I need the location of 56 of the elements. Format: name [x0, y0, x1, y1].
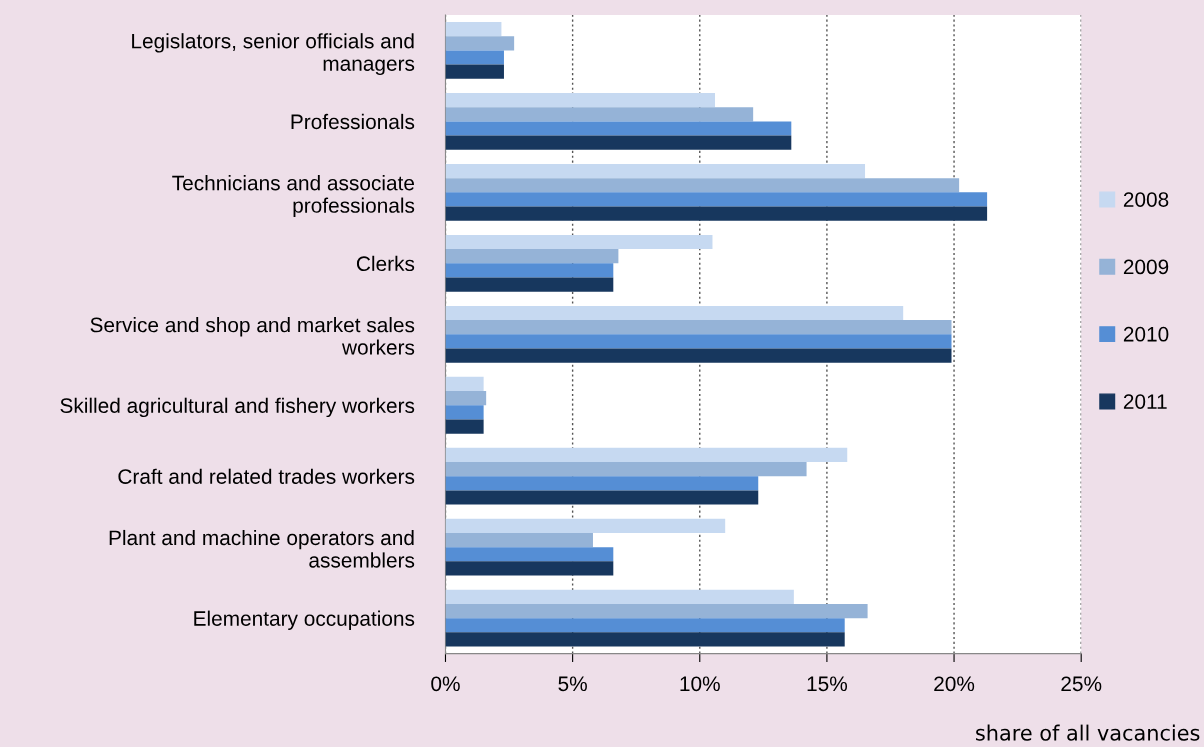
bar [445, 64, 504, 79]
bar [445, 22, 502, 37]
bar [445, 391, 487, 406]
bar [445, 561, 614, 576]
y-tick-label: Craft and related trades workers [118, 468, 415, 484]
bar [445, 135, 792, 150]
y-tick-label: Elementary occupations [194, 610, 415, 631]
bar [445, 107, 754, 122]
x-tick-label: 20% [934, 676, 975, 692]
bar [445, 603, 868, 619]
bar [445, 419, 484, 434]
y-tick-label: Service and shop and market sales workers [90, 317, 415, 355]
bar [445, 277, 614, 292]
bar [445, 462, 807, 477]
legend-label: 2011 [1123, 394, 1167, 409]
y-tick-label: Skilled agricultural and fishery workers [60, 397, 415, 418]
bar [445, 93, 716, 108]
bar [445, 263, 614, 278]
bar [445, 234, 713, 250]
bar [445, 376, 484, 392]
bar [445, 490, 759, 505]
legend-label: 2009 [1123, 259, 1169, 275]
x-tick-label: 0% [431, 676, 460, 692]
y-tick-label: Legislators, senior officials and managers [132, 33, 415, 76]
x-tick-label: 15% [807, 676, 848, 692]
bar [445, 320, 952, 335]
bar [445, 518, 726, 533]
bar [445, 405, 484, 420]
bar [445, 334, 952, 349]
bar [445, 447, 848, 463]
x-tick-label: 25% [1061, 676, 1102, 692]
y-tick-label: Clerks [356, 255, 415, 272]
bar [445, 305, 904, 321]
bar [445, 476, 759, 491]
bar [445, 163, 866, 179]
x-axis-title: share of all vacancies [976, 724, 1200, 741]
bar [445, 206, 988, 221]
bar [445, 532, 593, 548]
y-tick-label: Technicians and associate professionals [172, 175, 415, 217]
bar [445, 121, 792, 136]
bar [445, 192, 988, 207]
bar [445, 249, 619, 264]
bar [445, 36, 515, 51]
bar [445, 50, 504, 65]
bar [445, 178, 960, 193]
legend-label: 2008 [1123, 192, 1169, 207]
x-tick-label: 10% [680, 676, 720, 692]
x-tick-label: 5% [558, 676, 587, 692]
bar [445, 348, 952, 363]
legend-label: 2010 [1123, 326, 1169, 342]
bar [445, 589, 794, 604]
bar [445, 632, 845, 647]
y-tick-label: Plant and machine operators and assemblers [109, 529, 415, 568]
bar [445, 618, 845, 633]
bar [445, 547, 614, 562]
y-tick-label: Professionals [291, 113, 415, 130]
